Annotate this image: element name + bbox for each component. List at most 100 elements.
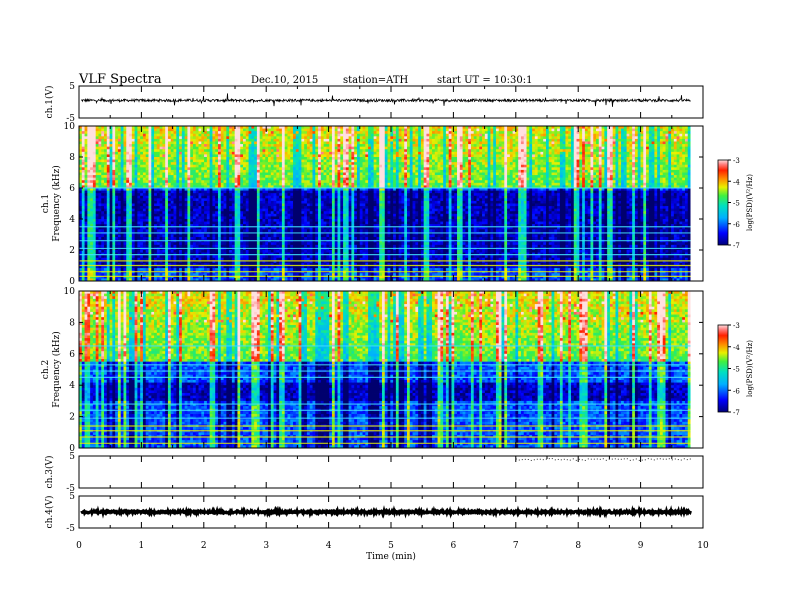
spectrogram-cell bbox=[626, 146, 630, 150]
spectrogram-cell bbox=[651, 138, 655, 142]
spectrogram-cell bbox=[326, 151, 330, 155]
spectrogram-cell bbox=[117, 162, 122, 166]
spectrogram-cell bbox=[209, 141, 213, 145]
spectrogram-cell bbox=[420, 146, 425, 150]
spectrogram-cell bbox=[90, 167, 94, 171]
spectrogram-cell bbox=[432, 126, 436, 129]
spectrogram-cell bbox=[504, 144, 508, 148]
spectrogram-cell bbox=[270, 157, 274, 160]
spectrogram-cell bbox=[479, 126, 483, 129]
spectrogram-cell bbox=[270, 177, 274, 181]
spectrogram-cell bbox=[237, 133, 241, 137]
spectrogram-cell bbox=[223, 144, 227, 148]
spectrogram-cell bbox=[106, 162, 110, 166]
spectrogram-cell bbox=[582, 131, 586, 135]
spectrogram-cell bbox=[187, 138, 191, 142]
spectrogram-cell bbox=[498, 169, 502, 173]
spectrogram-cell bbox=[445, 162, 450, 166]
spectrogram-cell bbox=[418, 175, 422, 179]
spectrogram-cell bbox=[312, 133, 316, 137]
spectrogram-cell bbox=[304, 133, 308, 137]
spectrogram-cell bbox=[432, 169, 436, 173]
spectrogram-cell bbox=[579, 126, 583, 129]
spectrogram-cell bbox=[434, 149, 438, 153]
spectrogram-cell bbox=[626, 162, 630, 166]
spectrogram-cell bbox=[593, 180, 597, 184]
spectrogram-cell bbox=[518, 149, 522, 153]
spectrogram-cell bbox=[304, 131, 308, 135]
spectrogram-cell bbox=[579, 151, 583, 155]
spectrogram-cell bbox=[468, 144, 472, 148]
spectrogram-cell bbox=[165, 164, 169, 168]
spectrogram-cell bbox=[665, 133, 669, 137]
spectrogram-cell bbox=[154, 164, 158, 168]
spectrogram-cell bbox=[654, 126, 658, 129]
spectrogram-cell bbox=[445, 169, 450, 173]
spectrogram-cell bbox=[459, 138, 463, 142]
spectrogram-cell bbox=[290, 146, 294, 150]
spectrogram-cell bbox=[671, 157, 675, 160]
spectrogram-cell bbox=[671, 136, 675, 140]
spectrogram-cell bbox=[615, 162, 619, 166]
spectrogram-cell bbox=[632, 149, 636, 153]
spectrogram-cell bbox=[287, 141, 291, 145]
spectrogram-cell bbox=[470, 180, 475, 184]
spectrogram-cell bbox=[576, 136, 580, 140]
spectrogram-cell bbox=[290, 169, 294, 173]
spectrogram-cell bbox=[504, 162, 508, 166]
spectrogram-cell bbox=[304, 157, 308, 160]
spectrogram-cell bbox=[293, 141, 297, 145]
spectrogram-cell bbox=[273, 182, 277, 186]
spectrogram-cell bbox=[668, 177, 672, 181]
spectrogram-cell bbox=[632, 151, 636, 155]
spectrogram-cell bbox=[654, 128, 658, 132]
spectrogram-cell bbox=[134, 151, 138, 155]
spectrogram-cell bbox=[587, 159, 591, 163]
spectrogram-cell bbox=[432, 151, 436, 155]
spectrogram-cell bbox=[495, 149, 500, 153]
spectrogram-cell bbox=[601, 133, 605, 137]
spectrogram-cell bbox=[173, 136, 177, 140]
spectrogram-cell bbox=[217, 144, 222, 148]
spectrogram-cell bbox=[209, 159, 213, 163]
spectrogram-cell bbox=[657, 141, 661, 145]
spectrogram-cell bbox=[484, 141, 489, 145]
spectrogram-cell bbox=[243, 131, 247, 135]
spectrogram-cell bbox=[309, 154, 313, 158]
spectrogram-cell bbox=[115, 144, 119, 148]
spectrogram-cell bbox=[379, 149, 383, 153]
spectrogram-cell bbox=[206, 172, 211, 176]
spectrogram-cell bbox=[548, 141, 552, 145]
spectrogram-cell bbox=[395, 128, 400, 132]
spectrogram-cell bbox=[120, 177, 124, 181]
spectrogram-cell bbox=[376, 151, 380, 155]
spectrogram-cell bbox=[662, 177, 666, 181]
spectrogram-cell bbox=[323, 141, 327, 145]
spectrogram-cell bbox=[607, 172, 611, 176]
spectrogram-cell bbox=[129, 169, 133, 173]
spectrogram-cell bbox=[473, 138, 477, 142]
spectrogram-cell bbox=[598, 146, 602, 150]
spectrogram-cell bbox=[315, 169, 319, 173]
spectrogram-cell bbox=[665, 138, 669, 142]
spectrogram-cell bbox=[515, 146, 519, 150]
spectrogram-cell bbox=[537, 164, 541, 168]
spectrogram-cell bbox=[345, 162, 350, 166]
spectrogram-cell bbox=[520, 128, 525, 132]
spectrogram-cell bbox=[643, 136, 647, 140]
spectrogram-cell bbox=[420, 169, 425, 173]
spectrogram-cell bbox=[329, 157, 333, 160]
spectrogram-cell bbox=[623, 128, 627, 132]
spectrogram-cell bbox=[365, 159, 369, 163]
spectrogram-cell bbox=[337, 159, 341, 163]
spectrogram-cell bbox=[201, 141, 205, 145]
spectrogram-cell bbox=[409, 172, 413, 176]
spectrogram-cell bbox=[217, 177, 222, 181]
spectrogram-cell bbox=[98, 151, 102, 155]
spectrogram-cell bbox=[532, 175, 536, 179]
spectrogram-cell bbox=[262, 141, 266, 145]
spectrogram-cell bbox=[634, 177, 639, 181]
spectrogram-cell bbox=[646, 172, 650, 176]
spectrogram-cell bbox=[443, 136, 447, 140]
spectrogram-cell bbox=[493, 172, 497, 176]
